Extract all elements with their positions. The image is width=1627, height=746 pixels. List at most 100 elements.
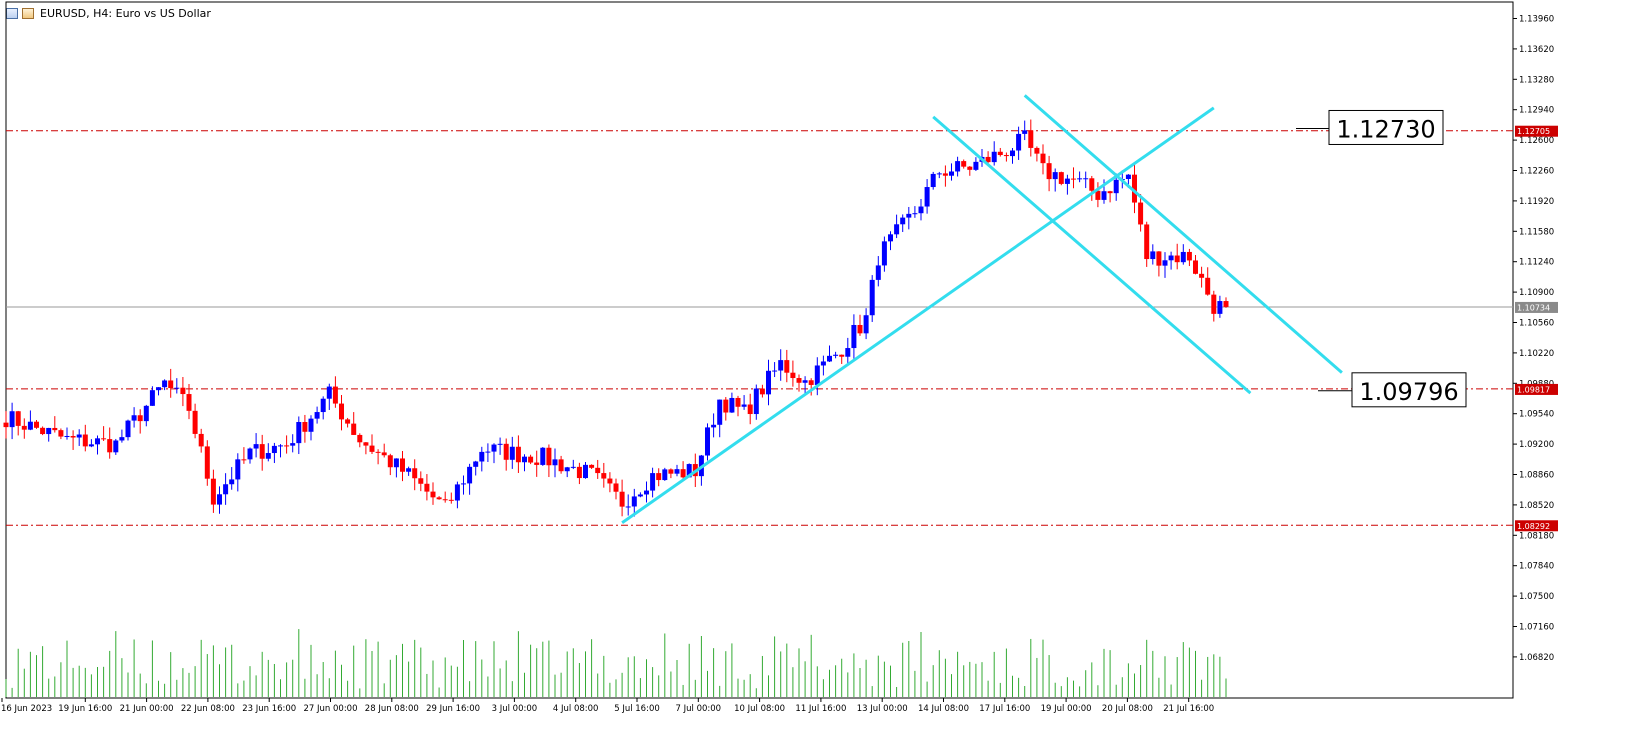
candle-body[interactable] [894,224,900,235]
candle-body[interactable] [1077,178,1083,180]
candle-body[interactable] [674,469,680,474]
candle-body[interactable] [497,443,503,445]
candle-body[interactable] [564,467,570,472]
candle-body[interactable] [1193,260,1198,274]
candle-body[interactable] [991,151,997,163]
candle-body[interactable] [552,459,558,466]
candle-body[interactable] [503,443,509,460]
candle-body[interactable] [467,466,473,484]
candle-body[interactable] [558,459,564,472]
candle-body[interactable] [284,445,290,447]
candle-body[interactable] [479,451,485,462]
candle-body[interactable] [314,412,320,419]
candle-body[interactable] [753,388,759,415]
candle-body[interactable] [259,444,265,459]
candle-body[interactable] [58,430,64,437]
candle-body[interactable] [1089,178,1095,191]
candle-body[interactable] [88,444,94,447]
candle-body[interactable] [589,464,595,468]
candle-body[interactable] [387,455,393,468]
candle-body[interactable] [400,458,405,472]
candle-body[interactable] [204,446,210,479]
candle-body[interactable] [137,415,143,422]
candle-body[interactable] [759,388,765,395]
candle-body[interactable] [448,499,454,501]
candle-body[interactable] [515,446,521,463]
candle-body[interactable] [1058,172,1064,184]
candle-body[interactable] [1095,190,1101,200]
candle-body[interactable] [418,478,424,484]
candle-body[interactable] [381,452,387,456]
candle-body[interactable] [955,161,961,172]
candle-body[interactable] [393,458,399,468]
candle-body[interactable] [1138,202,1144,225]
candle-body[interactable] [997,151,1003,156]
candle-body[interactable] [1016,133,1022,151]
candle-body[interactable] [522,456,527,463]
candle-body[interactable] [1113,179,1119,194]
annotation-box[interactable] [1328,109,1444,145]
candle-body[interactable] [412,468,418,479]
candle-body[interactable] [613,483,619,492]
trendline[interactable] [1023,94,1343,374]
candle-body[interactable] [485,451,491,453]
candle-body[interactable] [833,354,839,356]
candle-body[interactable] [186,394,192,411]
candle-body[interactable] [766,370,771,395]
candle-body[interactable] [1022,130,1028,134]
candle-body[interactable] [888,234,893,242]
candle-body[interactable] [1217,301,1223,314]
trendline[interactable] [932,115,1252,395]
candle-body[interactable] [64,435,70,437]
candle-body[interactable] [900,217,906,225]
candle-body[interactable] [265,453,271,459]
candle-body[interactable] [711,424,717,428]
candle-body[interactable] [345,419,351,424]
symbol-icon[interactable] [22,7,34,19]
candle-body[interactable] [820,361,826,366]
candle-body[interactable] [619,491,625,507]
candle-body[interactable] [863,315,869,334]
trendline[interactable] [621,106,1215,525]
candle-body[interactable] [192,410,198,434]
candle-body[interactable] [375,451,381,453]
candle-body[interactable] [143,405,149,422]
candle-body[interactable] [95,438,100,445]
candle-body[interactable] [162,380,168,388]
candle-body[interactable] [247,448,253,460]
candle-body[interactable] [1162,260,1168,266]
candle-body[interactable] [1174,255,1180,263]
candle-body[interactable] [534,462,540,465]
candle-body[interactable] [631,496,637,507]
candle-body[interactable] [442,499,448,501]
candle-body[interactable] [296,422,302,444]
candle-body[interactable] [369,445,375,452]
candle-body[interactable] [119,437,125,441]
candle-body[interactable] [223,484,229,495]
candle-body[interactable] [637,494,643,497]
candle-body[interactable] [15,411,21,426]
candle-body[interactable] [741,404,747,407]
candle-body[interactable] [351,423,357,435]
candle-body[interactable] [210,478,216,505]
candle-body[interactable] [332,386,338,404]
candle-body[interactable] [936,173,942,175]
candle-body[interactable] [1156,251,1162,266]
candle-body[interactable] [302,422,308,432]
candle-body[interactable] [1071,178,1076,180]
candle-body[interactable] [949,171,954,176]
candle-body[interactable] [168,380,174,389]
candle-body[interactable] [942,173,948,176]
candle-body[interactable] [1132,174,1137,203]
candle-body[interactable] [961,161,967,167]
candle-body[interactable] [1168,255,1174,261]
candle-body[interactable] [308,418,314,432]
candle-body[interactable] [973,161,979,170]
candle-body[interactable] [644,490,649,495]
candle-body[interactable] [1180,251,1186,263]
candle-body[interactable] [827,355,832,362]
candle-body[interactable] [540,447,546,465]
candle-body[interactable] [906,213,912,218]
annotation-box[interactable] [1351,372,1467,408]
